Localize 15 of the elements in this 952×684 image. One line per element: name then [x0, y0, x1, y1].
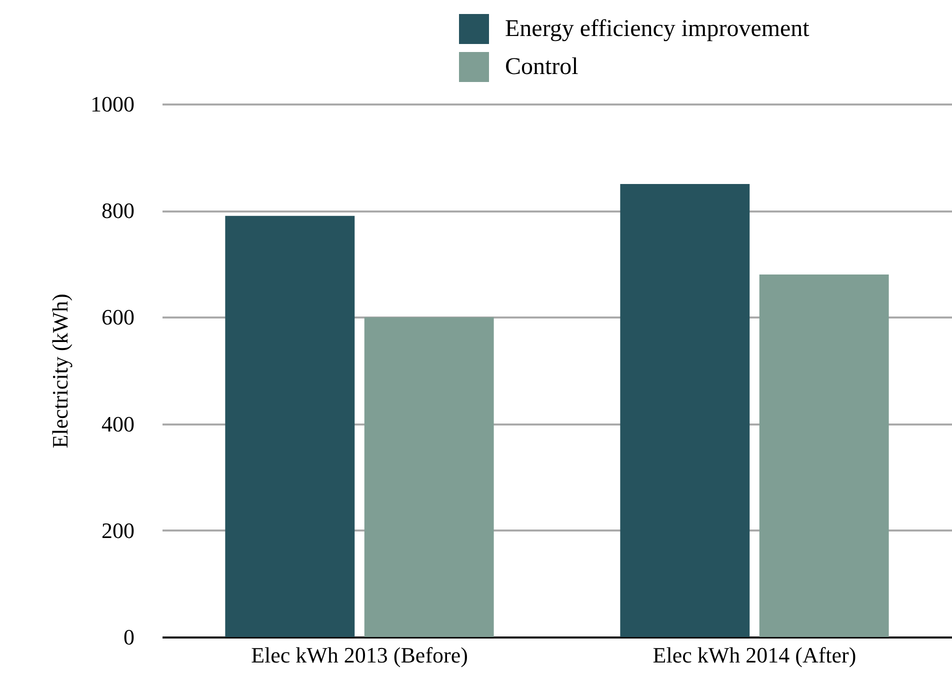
bar — [364, 317, 494, 637]
bar — [759, 274, 889, 637]
y-tick-label: 1000 — [90, 92, 134, 116]
legend-label: Control — [505, 54, 579, 80]
y-tick-label: 400 — [102, 411, 134, 436]
legend-label: Energy efficiency improvement — [505, 16, 810, 42]
bar — [620, 184, 750, 637]
y-tick-label: 800 — [102, 198, 134, 224]
x-tick-label: Elec kWh 2014 (After) — [652, 642, 856, 668]
y-tick-label: 0 — [124, 624, 134, 650]
bar — [225, 216, 355, 637]
y-tick-label: 200 — [102, 518, 134, 543]
y-tick-label: 600 — [102, 304, 134, 330]
y-axis-title: Electricity (kWh) — [48, 294, 72, 448]
x-tick-label: Elec kWh 2013 (Before) — [251, 642, 468, 668]
